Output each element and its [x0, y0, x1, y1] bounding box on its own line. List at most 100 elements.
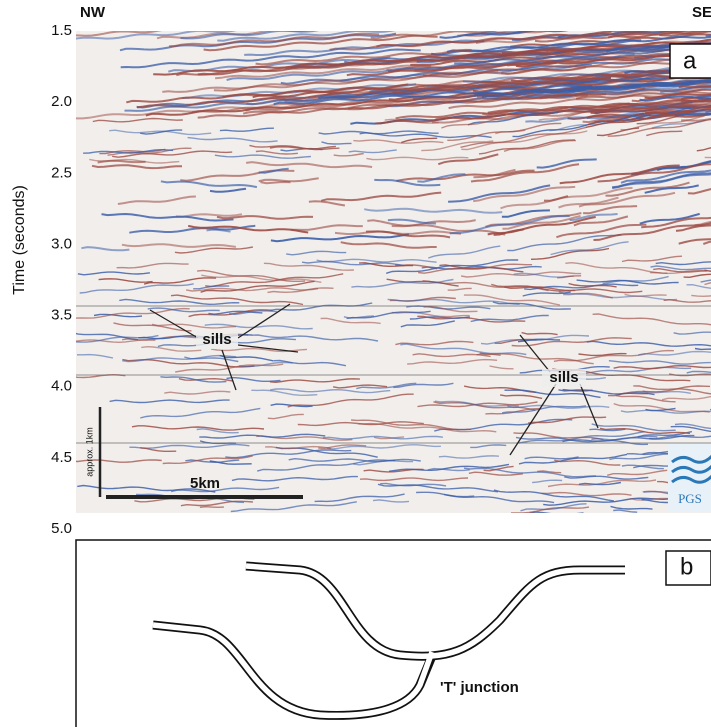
seismic-reflector	[328, 70, 711, 95]
seismic-reflector	[359, 477, 469, 482]
annotation: 'T' junction	[440, 679, 519, 696]
seismic-reflector	[585, 113, 682, 128]
seismic-reflector	[531, 79, 711, 93]
seismic-reflector	[592, 313, 711, 326]
seismic-reflector	[473, 185, 576, 203]
seismic-reflector	[249, 144, 340, 151]
seismic-reflector	[536, 158, 597, 169]
seismic-reflector	[400, 320, 455, 328]
seismic-reflector	[393, 382, 454, 389]
seismic-reflector	[446, 35, 711, 53]
seismic-reflector	[462, 66, 711, 83]
panel-label: b	[680, 553, 693, 580]
seismic-reflector	[76, 31, 237, 40]
seismic-reflector	[596, 127, 640, 137]
seismic-reflector	[263, 262, 354, 271]
seismic-reflector	[76, 102, 305, 120]
seismic-reflector	[607, 118, 711, 137]
seismic-reflector	[537, 470, 562, 474]
seismic-reflector	[417, 173, 466, 183]
seismic-reflector	[76, 332, 139, 341]
seismic-reflector	[530, 247, 610, 260]
seismic-reflector	[543, 195, 569, 202]
y-tick-label: 4.0	[51, 378, 72, 395]
seismic-reflector	[558, 291, 613, 299]
panel-label-box	[665, 550, 711, 586]
seismic-reflector	[558, 196, 619, 209]
seismic-reflector	[674, 423, 711, 430]
seismic-reflector	[273, 359, 347, 367]
annotation: sills	[202, 331, 231, 348]
seismic-reflector	[359, 132, 492, 139]
seismic-reflector	[461, 130, 588, 151]
seismic-reflector	[193, 285, 230, 290]
seismic-reflector	[387, 218, 436, 225]
seismic-reflector	[631, 160, 711, 176]
seismic-reflector	[642, 390, 691, 394]
seismic-reflector	[333, 152, 364, 157]
seismic-reflector	[209, 187, 247, 193]
seismic-reflector	[428, 245, 501, 259]
seismic-reflector	[646, 130, 683, 137]
seismic-reflector	[673, 331, 711, 335]
seismic-reflector	[255, 150, 298, 155]
seismic-reflector	[376, 31, 652, 48]
seismic-reflector	[113, 322, 192, 332]
label-bg	[542, 369, 586, 387]
seismic-reflector	[663, 298, 711, 303]
seismic-reflector	[351, 419, 472, 431]
seismic-reflector	[434, 400, 519, 407]
seismic-reflector	[573, 215, 629, 227]
seismic-reflector	[568, 282, 617, 288]
seismic-reflector	[655, 261, 711, 266]
seismic-reflector	[188, 224, 309, 234]
seismic-reflector	[251, 334, 379, 342]
seismic-reflector	[314, 493, 405, 503]
seismic-reflector	[187, 136, 278, 143]
seismic-reflector	[633, 385, 711, 395]
logo-text: PGS	[678, 491, 702, 506]
seismic-reflector	[116, 262, 189, 269]
seismic-reflector	[257, 459, 396, 472]
seismic-reflector	[470, 163, 580, 183]
seismic-reflector	[386, 278, 459, 287]
seismic-reflector	[607, 469, 668, 476]
seismic-reflector	[77, 353, 114, 359]
seismic-reflector	[267, 287, 334, 294]
y-tick-label: 5.0	[51, 520, 72, 537]
seismic-reflector	[380, 482, 447, 487]
seismic-reflector	[421, 265, 542, 270]
seismic-reflector	[611, 172, 711, 189]
seismic-reflector	[353, 139, 444, 144]
seismic-reflector	[121, 243, 237, 248]
seismic-reflector	[170, 486, 280, 493]
seismic-reflector	[636, 115, 679, 125]
seismic-reflector	[219, 127, 274, 132]
seismic-reflector	[320, 317, 381, 325]
seismic-reflector	[213, 66, 587, 92]
seismic-reflector	[216, 215, 314, 220]
seismic-reflector	[219, 354, 274, 362]
seismic-reflector	[265, 445, 332, 450]
seismic-reflector	[606, 44, 711, 53]
seismic-reflector	[694, 347, 711, 351]
seismic-reflector	[483, 465, 514, 472]
seismic-reflector	[607, 31, 711, 39]
seismic-reflector	[489, 365, 514, 370]
seismic-reflector	[525, 109, 711, 123]
seismic-reflector	[589, 428, 626, 432]
seismic-reflector	[396, 169, 535, 182]
seismic-reflector	[215, 64, 432, 80]
seismic-reflector	[644, 184, 699, 194]
seismic-reflector	[687, 188, 711, 195]
y-tick-label: 4.5	[51, 449, 72, 466]
seismic-reflector	[610, 505, 653, 510]
seismic-reflector	[586, 340, 711, 347]
seismic-reflector	[639, 212, 700, 225]
seismic-reflector	[621, 255, 683, 263]
leader-line	[149, 303, 299, 391]
seismic-reflector	[421, 140, 494, 152]
seismic-reflector	[143, 277, 217, 285]
seismic-reflector	[605, 181, 690, 197]
